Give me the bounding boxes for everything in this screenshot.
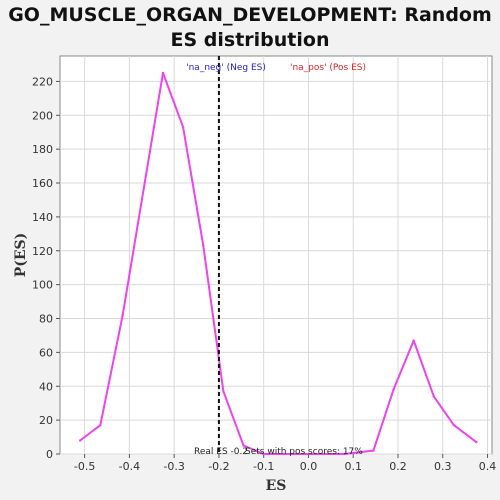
x-tick-label: 0.2	[389, 460, 407, 473]
es-data-point	[78, 439, 82, 442]
y-tick-label: 40	[39, 380, 53, 393]
x-tick-label: -0.3	[163, 460, 184, 473]
axis-ticks: -0.5 -0.4 -0.3 -0.2 -0.1 0.0 0.1 0.2 0.3 0.4 0 20 40…	[32, 75, 496, 473]
y-axis-label: P(ES)	[13, 233, 29, 278]
es-data-point	[343, 452, 346, 456]
series-layer	[78, 71, 478, 456]
legend-pos: 'na_pos' (Pos ES)	[290, 63, 366, 73]
x-tick-label: -0.5	[74, 460, 95, 473]
y-tick-label: 60	[39, 346, 53, 359]
es-data-point	[282, 452, 286, 456]
es-data-point	[432, 395, 436, 398]
y-tick-label: 0	[46, 448, 53, 461]
chart-title-line2: ES distribution	[171, 29, 330, 51]
es-data-point	[392, 388, 395, 391]
es-data-point	[161, 71, 165, 75]
es-data-point	[262, 452, 265, 456]
x-tick-label: 0.1	[344, 460, 362, 473]
pos-scores-annotation: Sets with pos scores: 17%	[245, 447, 363, 457]
x-tick-label: 0.0	[300, 460, 318, 473]
chart-title-line1: GO_MUSCLE_ORGAN_DEVELOPMENT: Random	[8, 4, 492, 26]
es-data-point	[202, 244, 205, 247]
es-data-point	[222, 390, 225, 393]
es-data-point	[121, 313, 124, 317]
es-data-point	[181, 125, 185, 129]
x-tick-label: -0.2	[208, 460, 229, 473]
es-data-point	[372, 449, 375, 452]
y-tick-label: 200	[32, 109, 53, 122]
real-es-annotation: Real ES -0.2	[194, 447, 248, 457]
y-tick-label: 80	[39, 313, 53, 326]
es-data-point	[452, 424, 456, 427]
x-tick-label: -0.4	[119, 460, 140, 473]
y-tick-label: 220	[32, 75, 53, 88]
y-tick-label: 180	[32, 143, 53, 156]
legend-neg: 'na_neg' (Neg ES)	[186, 63, 266, 73]
x-tick-label: -0.1	[253, 460, 274, 473]
es-data-point	[99, 424, 102, 427]
y-tick-label: 20	[39, 414, 53, 427]
es-data-point	[302, 452, 306, 456]
es-data-point	[475, 440, 478, 444]
y-tick-label: 100	[32, 279, 53, 292]
y-tick-label: 160	[32, 177, 53, 190]
es-data-point	[242, 444, 245, 447]
es-data-point	[412, 339, 415, 342]
es-data-point	[322, 452, 326, 456]
x-axis-label: ES	[266, 478, 287, 494]
x-tick-label: 0.3	[434, 460, 452, 473]
y-tick-label: 120	[32, 245, 53, 258]
grid-lines	[60, 56, 492, 455]
x-tick-label: 0.4	[479, 460, 497, 473]
y-tick-label: 140	[32, 211, 53, 224]
